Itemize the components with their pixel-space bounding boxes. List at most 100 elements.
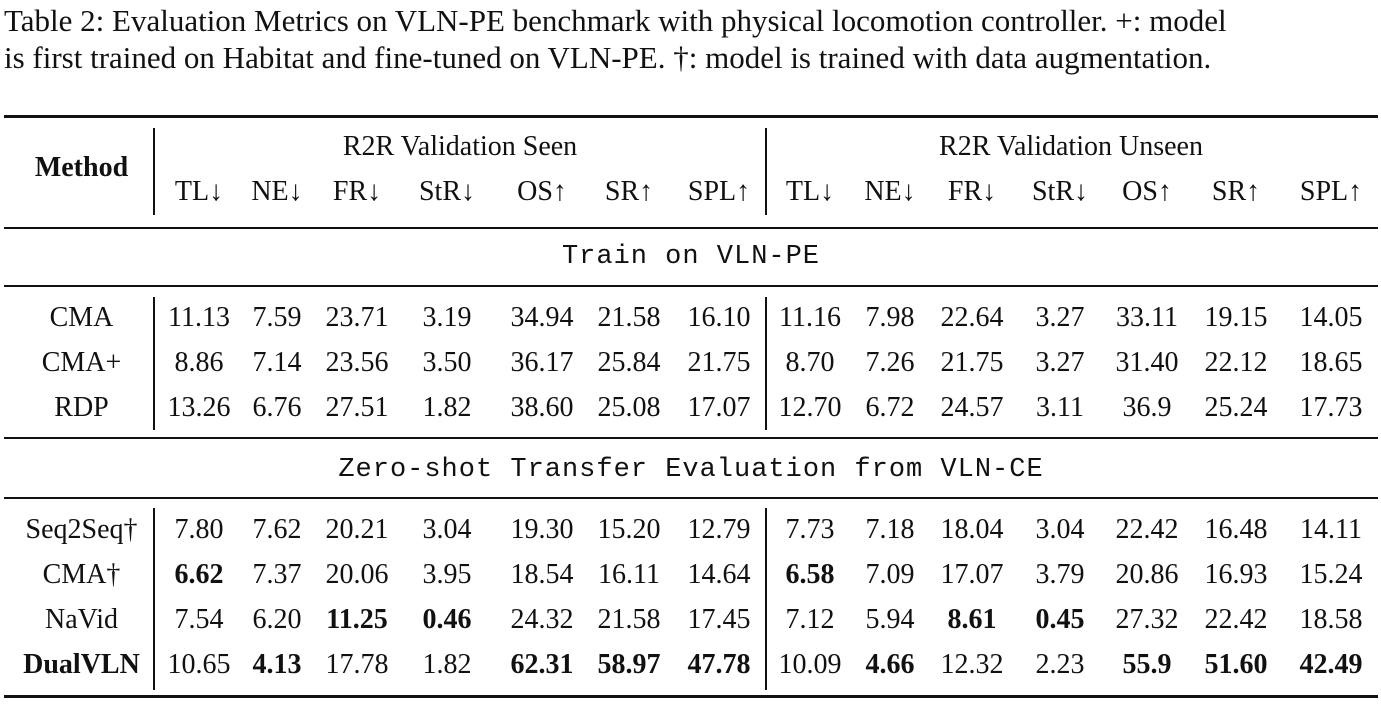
table-cell: 1.82 — [422, 392, 472, 423]
row-method: RDP — [54, 392, 109, 423]
table-cell: 16.48 — [1204, 514, 1268, 545]
table-cell: 51.60 — [1204, 649, 1268, 680]
table-cell: 2.23 — [1035, 649, 1085, 680]
row-method: NaVid — [45, 604, 118, 635]
table-cell: 25.84 — [597, 347, 661, 378]
caption-line-1: Table 2: Evaluation Metrics on VLN-PE be… — [4, 3, 1227, 38]
table-cell: 15.20 — [597, 514, 661, 545]
table-cell: 42.49 — [1299, 649, 1363, 680]
table-cell: 7.62 — [252, 514, 302, 545]
table-cell: 55.9 — [1122, 649, 1172, 680]
table-cell: 14.64 — [687, 559, 751, 590]
method-divider-0 — [153, 128, 155, 215]
table-cell: 25.08 — [597, 392, 661, 423]
table-cell: 24.32 — [510, 604, 574, 635]
table-cell: 27.32 — [1115, 604, 1179, 635]
table-cell: 3.27 — [1035, 347, 1085, 378]
table-cell: 18.54 — [510, 559, 574, 590]
metric-header: NE↓ — [251, 176, 303, 207]
table-cell: 3.04 — [1035, 514, 1085, 545]
table-cell: 20.86 — [1115, 559, 1179, 590]
table-cell: 23.71 — [325, 302, 389, 333]
table-cell: 21.58 — [597, 604, 661, 635]
metric-header: SPL↑ — [687, 176, 751, 207]
table-cell: 6.76 — [252, 392, 302, 423]
table-cell: 7.14 — [252, 347, 302, 378]
section-2-top-rule — [4, 437, 1378, 439]
table-cell: 17.78 — [325, 649, 389, 680]
metric-header: OS↑ — [517, 176, 567, 207]
table-cell: 22.12 — [1204, 347, 1268, 378]
table-caption: Table 2: Evaluation Metrics on VLN-PE be… — [4, 2, 1378, 76]
metric-header: FR↓ — [947, 176, 997, 207]
table-cell: 7.59 — [252, 302, 302, 333]
table-cell: 7.73 — [785, 514, 835, 545]
table-cell: 3.27 — [1035, 302, 1085, 333]
row-method: CMA+ — [41, 347, 122, 378]
table-cell: 19.15 — [1204, 302, 1268, 333]
table-cell: 3.04 — [422, 514, 472, 545]
row-method: CMA† — [42, 559, 121, 590]
table-cell: 7.09 — [865, 559, 915, 590]
row-method: DualVLN — [23, 649, 140, 680]
table-cell: 6.20 — [252, 604, 302, 635]
table-cell: 18.65 — [1299, 347, 1363, 378]
table-cell: 12.70 — [778, 392, 842, 423]
table-cell: 0.45 — [1035, 604, 1085, 635]
group-seen-header: R2R Validation Seen — [342, 131, 578, 162]
table-cell: 14.05 — [1299, 302, 1363, 333]
table-cell: 3.95 — [422, 559, 472, 590]
table-cell: 34.94 — [510, 302, 574, 333]
metric-header: TL↓ — [174, 176, 224, 207]
table-cell: 1.82 — [422, 649, 472, 680]
table-cell: 21.75 — [687, 347, 751, 378]
table-cell: 3.19 — [422, 302, 472, 333]
table-cell: 8.70 — [785, 347, 835, 378]
table-cell: 7.12 — [785, 604, 835, 635]
metric-header: TL↓ — [785, 176, 835, 207]
table-cell: 17.07 — [940, 559, 1004, 590]
table-cell: 36.9 — [1122, 392, 1172, 423]
table-cell: 16.93 — [1204, 559, 1268, 590]
metric-header: StR↓ — [1031, 176, 1089, 207]
table-cell: 3.79 — [1035, 559, 1085, 590]
table-cell: 8.61 — [947, 604, 997, 635]
table-cell: 4.13 — [252, 649, 302, 680]
table-cell: 17.45 — [687, 604, 751, 635]
table-cell: 23.56 — [325, 347, 389, 378]
table-cell: 8.86 — [174, 347, 224, 378]
table-cell: 13.26 — [167, 392, 231, 423]
table-cell: 58.97 — [597, 649, 661, 680]
table-cell: 11.25 — [326, 604, 388, 635]
section-title: Zero-shot Transfer Evaluation from VLN-C… — [338, 455, 1044, 485]
table-cell: 15.24 — [1299, 559, 1363, 590]
method-header: Method — [34, 152, 129, 183]
metric-header: OS↑ — [1122, 176, 1172, 207]
table-cell: 21.75 — [940, 347, 1004, 378]
table-cell: 17.07 — [687, 392, 751, 423]
caption-line-2: is first trained on Habitat and fine-tun… — [4, 40, 1212, 75]
table-cell: 5.94 — [865, 604, 915, 635]
row-method: Seq2Seq† — [25, 514, 138, 545]
table-cell: 27.51 — [325, 392, 389, 423]
table-cell: 22.42 — [1115, 514, 1179, 545]
table-cell: 3.50 — [422, 347, 472, 378]
table-cell: 47.78 — [687, 649, 751, 680]
table-cell: 22.64 — [940, 302, 1004, 333]
table-cell: 18.04 — [940, 514, 1004, 545]
section-1-rule — [4, 285, 1378, 287]
table-cell: 7.98 — [865, 302, 915, 333]
table-cell: 7.37 — [252, 559, 302, 590]
table-cell: 6.62 — [174, 559, 224, 590]
group-divider-1 — [765, 297, 767, 430]
section-2-rule — [4, 497, 1378, 499]
table-cell: 11.13 — [168, 302, 230, 333]
method-divider-1 — [153, 297, 155, 430]
table-cell: 7.80 — [174, 514, 224, 545]
table-cell: 7.54 — [174, 604, 224, 635]
table-cell: 36.17 — [510, 347, 574, 378]
table-cell: 22.42 — [1204, 604, 1268, 635]
table-cell: 6.58 — [785, 559, 835, 590]
group-divider-0 — [765, 128, 767, 215]
bottom-rule — [4, 695, 1378, 698]
